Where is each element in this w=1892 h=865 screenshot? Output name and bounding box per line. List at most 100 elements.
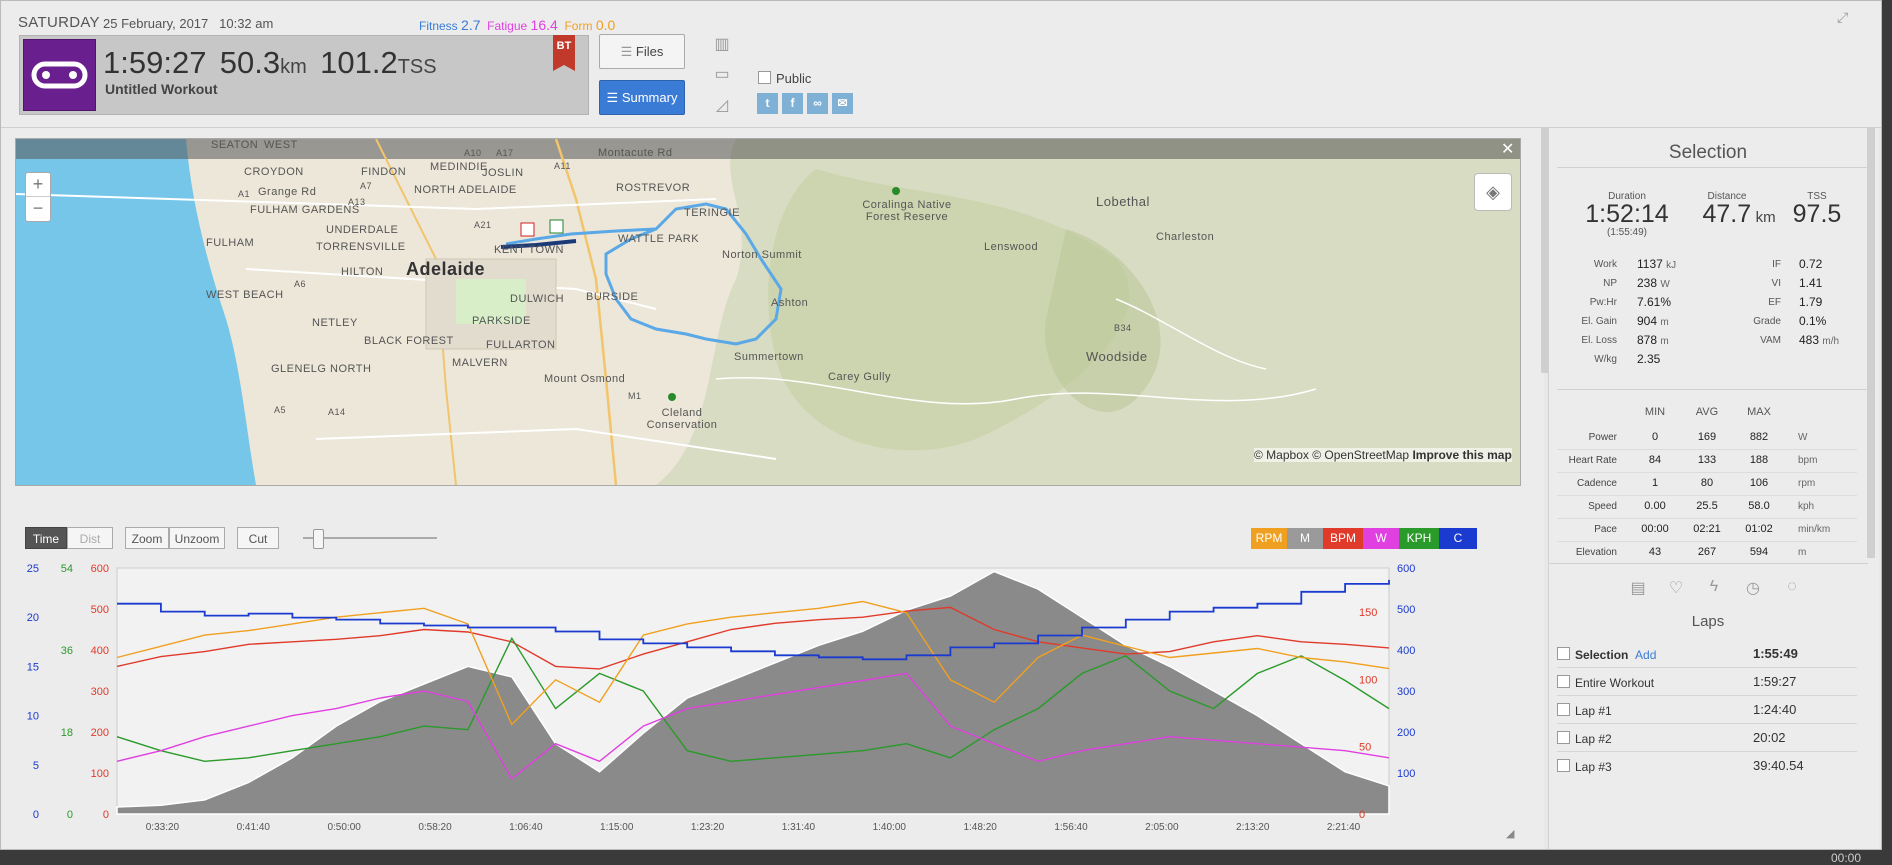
lap-row[interactable]: Entire Workout	[1557, 675, 1654, 690]
legend-w-toggle[interactable]: W	[1363, 528, 1399, 549]
expand-icon[interactable]: ⤢	[1837, 9, 1849, 25]
map-label: Charleston	[1156, 231, 1215, 243]
map-label: BURSIDE	[586, 291, 639, 303]
axis-tick-speed: 15	[27, 661, 39, 673]
pane-scrollbar[interactable]	[1541, 128, 1548, 373]
lap-time: 1:59:27	[1753, 674, 1797, 689]
x-axis-tick: 0:33:20	[146, 822, 180, 831]
lap-row[interactable]: Lap #2	[1557, 731, 1612, 746]
notes-icon[interactable]: ▤	[1630, 580, 1646, 597]
column-header: MIN	[1644, 406, 1666, 418]
x-axis-tick: 1:31:40	[782, 822, 816, 831]
map-label: Mount Osmond	[544, 373, 626, 385]
public-checkbox[interactable]	[758, 71, 771, 84]
files-icon: ☰	[620, 44, 633, 59]
legend-bpm-toggle[interactable]: BPM	[1323, 528, 1363, 549]
layers-icon[interactable]: ◈	[1474, 173, 1512, 211]
smoothing-slider[interactable]	[303, 537, 437, 539]
lap-checkbox[interactable]	[1557, 675, 1570, 688]
map-label: FULLARTON	[486, 339, 556, 351]
workout-title[interactable]: Untitled Workout	[105, 81, 218, 97]
route-map[interactable]: SEATON CROYDON FINDON Grange Rd FULHAM G…	[15, 138, 1521, 486]
legend-c-toggle[interactable]: C	[1439, 528, 1477, 549]
zoom-in-button[interactable]: +	[32, 174, 44, 194]
resize-icon[interactable]: ◢	[1506, 828, 1515, 840]
metric-label: EF	[1768, 297, 1781, 308]
x-axis-tick: 0:58:20	[418, 822, 452, 831]
twitter-icon[interactable]: t	[757, 93, 778, 114]
map-label: A17	[496, 148, 514, 158]
map-label: Lenswood	[984, 241, 1039, 253]
add-lap-link[interactable]: Add	[1635, 648, 1657, 662]
metric-label: Grade	[1753, 316, 1781, 327]
bar-chart-icon[interactable]: ▥	[714, 36, 730, 53]
row-label: Elevation	[1575, 547, 1617, 558]
link-icon[interactable]: ∞	[807, 93, 828, 114]
map-label: Ashton	[771, 297, 809, 309]
lap-row[interactable]: Lap #3	[1557, 759, 1612, 774]
row-unit: rpm	[1798, 478, 1816, 489]
public-toggle[interactable]: Public	[758, 71, 811, 86]
metric-label: W/kg	[1594, 354, 1617, 365]
row-unit: m	[1798, 547, 1807, 558]
dashed-circle-icon[interactable]: ◌	[1787, 578, 1797, 595]
heart-icon[interactable]: ♡	[1668, 580, 1684, 597]
lightning-icon[interactable]: ϟ	[1709, 578, 1719, 595]
lap-checkbox[interactable]	[1557, 731, 1570, 744]
workout-tss: 101.2	[320, 45, 398, 80]
slider-handle[interactable]	[313, 529, 324, 549]
bike-workout-icon[interactable]	[23, 39, 96, 111]
metric-value: 878 m	[1637, 333, 1669, 347]
email-icon[interactable]: ✉	[832, 93, 853, 114]
cell-max: 58.0	[1748, 500, 1770, 512]
selection-duration: 1:52:14	[1585, 200, 1669, 228]
axis-tick-power: 0	[103, 809, 109, 821]
axis-tick-hr-right: 0	[1359, 809, 1365, 821]
cell-max: 882	[1749, 431, 1769, 443]
lap-checkbox[interactable]	[1557, 703, 1570, 716]
files-button[interactable]: ☰ Files	[599, 34, 685, 69]
map-label: GLENELG NORTH	[271, 363, 372, 375]
metric-label: El. Gain	[1581, 316, 1617, 327]
close-map-icon[interactable]: ✕	[1501, 141, 1515, 158]
lap-checkbox[interactable]	[1557, 759, 1570, 772]
legend-kph-toggle[interactable]: KPH	[1399, 528, 1439, 549]
legend-rpm-toggle[interactable]: RPM	[1251, 528, 1287, 549]
panel-scrollbar[interactable]	[1867, 128, 1875, 558]
lap-row[interactable]: Selection Add	[1557, 647, 1656, 662]
zoom-button[interactable]: Zoom	[125, 527, 169, 549]
map-label: A7	[360, 181, 373, 191]
map-label: Coralinga Native Forest Reserve	[862, 199, 952, 223]
x-axis-tick: 0:41:40	[237, 822, 271, 831]
workout-distance: 50.3	[219, 45, 281, 80]
zoom-out-button[interactable]: −	[26, 196, 50, 220]
unzoom-button[interactable]: Unzoom	[169, 527, 225, 549]
workout-chart[interactable]: 2520151050543618060050040030020010001008…	[1, 556, 1421, 831]
lap-row[interactable]: Lap #1	[1557, 703, 1612, 718]
clock-icon[interactable]: ◷	[1746, 580, 1760, 597]
comment-icon[interactable]: ▭	[714, 66, 730, 83]
map-label: Montacute Rd	[598, 147, 673, 159]
lap-checkbox[interactable]	[1557, 647, 1570, 660]
line-chart-icon[interactable]: ◿	[715, 97, 729, 114]
axis-tick-speed: 5	[33, 760, 39, 772]
map-label: TORRENSVILLE	[316, 241, 406, 253]
map-zoom-control[interactable]: + −	[25, 172, 51, 222]
facebook-icon[interactable]: f	[782, 93, 803, 114]
map-label: WATTLE PARK	[618, 233, 700, 245]
distance-axis-button[interactable]: Dist	[67, 527, 113, 549]
legend-m-toggle[interactable]: M	[1287, 528, 1323, 549]
map-label: PARKSIDE	[472, 315, 531, 327]
row-divider	[1557, 449, 1857, 450]
axis-tick-speed: 10	[27, 711, 39, 723]
metric-value: 238 W	[1637, 276, 1670, 290]
map-label: A13	[348, 197, 366, 207]
metric-value: 1.41	[1799, 276, 1823, 290]
time-axis-button[interactable]: Time	[25, 527, 67, 549]
map-label: A5	[274, 405, 287, 415]
lap-divider	[1557, 695, 1857, 696]
summary-button[interactable]: ☰ Summary	[599, 80, 685, 115]
cut-button[interactable]: Cut	[237, 527, 279, 549]
map-label: FINDON	[361, 166, 407, 178]
